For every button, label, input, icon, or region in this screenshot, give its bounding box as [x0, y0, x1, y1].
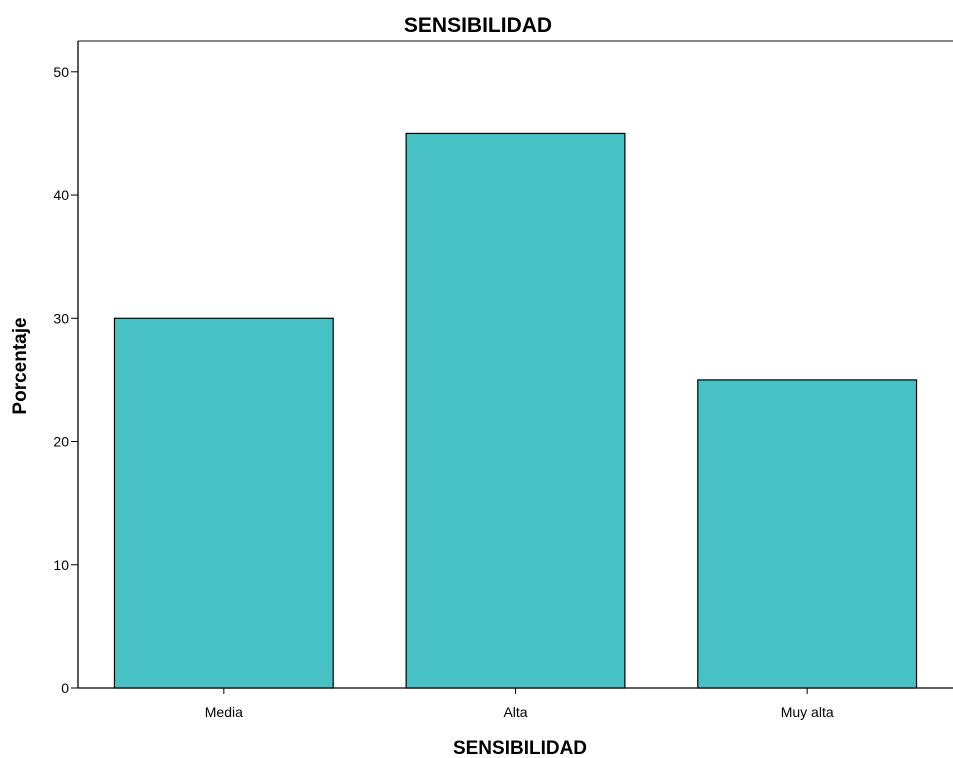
x-tick-label: Muy alta [781, 704, 834, 720]
x-axis-title: SENSIBILIDAD [453, 738, 587, 758]
chart-title: SENSIBILIDAD [404, 14, 552, 37]
bar-media [113, 317, 334, 689]
x-tick-label: Alta [503, 704, 527, 720]
y-tick-label: 0 [61, 680, 69, 696]
x-axis: Media Alta Muy alta [205, 688, 834, 720]
y-tick-label: 20 [53, 434, 69, 450]
bar-muy-alta [697, 379, 918, 689]
y-tick-label: 50 [53, 64, 69, 80]
y-axis-title: Porcentaje [10, 317, 31, 414]
x-tick-label: Media [205, 704, 243, 720]
bars-group [113, 132, 918, 689]
y-axis: 0 10 20 30 40 50 [53, 64, 78, 696]
y-tick-label: 40 [53, 187, 69, 203]
y-tick-label: 10 [53, 557, 69, 573]
y-tick-label: 30 [53, 310, 69, 326]
bar-alta [405, 132, 626, 689]
